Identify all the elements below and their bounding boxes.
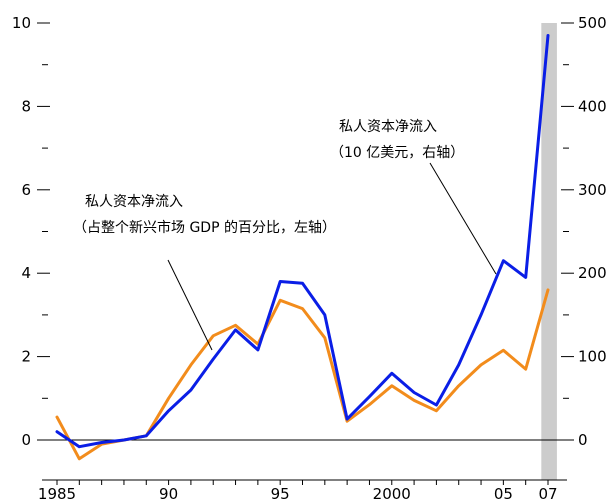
annotation-right-line1: 私人资本净流入: [339, 119, 437, 135]
right-y-tick-label: 200: [578, 264, 607, 282]
x-tick-label: 07: [538, 485, 557, 503]
left-y-tick-label: 6: [21, 181, 31, 199]
annotation-leader-left: [167, 259, 213, 351]
left-y-tick-label: 4: [21, 264, 31, 282]
annotation-left-line2: （占整个新兴市场 GDP 的百分比，左轴）: [73, 219, 336, 236]
annotation-left-line1: 私人资本净流入: [85, 194, 183, 210]
right-y-tick-label: 500: [578, 14, 607, 32]
right-y-tick-label: 300: [578, 181, 607, 199]
series-line-usd-billion: [55, 34, 550, 449]
shaded-forecast-region: [541, 23, 557, 480]
left-y-tick-label: 10: [12, 14, 31, 32]
x-tick-label: 90: [159, 485, 178, 503]
left-y-tick-label: 0: [21, 431, 31, 449]
right-y-tick-label: 100: [578, 348, 607, 366]
annotation-right-line2: （10 亿美元，右轴）: [330, 145, 464, 161]
series-layer: [55, 34, 550, 461]
x-tick-label: 1985: [38, 485, 76, 503]
series-line-percent-gdp: [55, 288, 550, 461]
right-y-tick-label: 0: [578, 431, 588, 449]
annotation-leader-right: [429, 162, 497, 275]
annotation-layer: 私人资本净流入 （占整个新兴市场 GDP 的百分比，左轴） 私人资本净流入 （1…: [73, 119, 497, 351]
right-y-tick-label: 400: [578, 97, 607, 115]
x-tick-label: 2000: [373, 485, 411, 503]
left-y-tick-label: 8: [21, 97, 31, 115]
x-tick-label: 95: [271, 485, 290, 503]
left-y-tick-label: 2: [21, 348, 31, 366]
x-tick-label: 05: [494, 485, 513, 503]
